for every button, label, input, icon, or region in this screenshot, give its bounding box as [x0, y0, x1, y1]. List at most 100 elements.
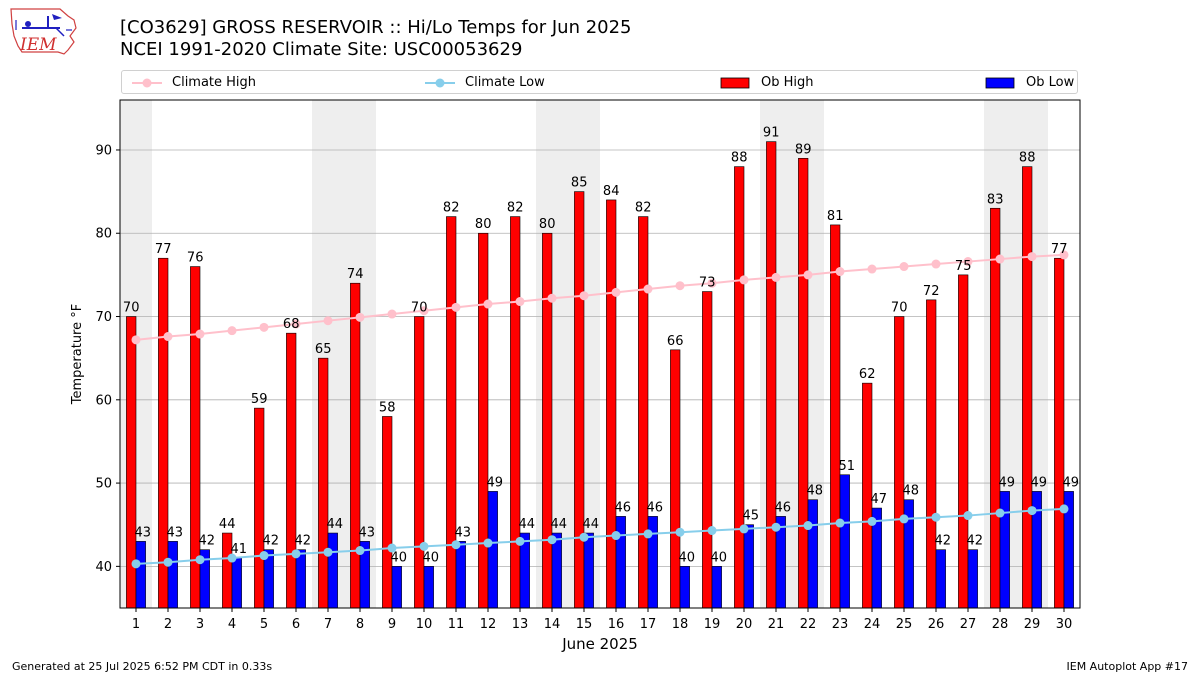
ob-low-label: 49 — [487, 475, 504, 490]
ob-low-bar — [711, 566, 722, 609]
ob-low-label: 40 — [711, 550, 728, 565]
y-tick-label: 90 — [95, 143, 112, 158]
ob-high-label: 68 — [283, 317, 300, 332]
x-tick-label: 13 — [512, 617, 529, 632]
ob-low-label: 40 — [423, 550, 440, 565]
ob-low-bar — [935, 549, 946, 609]
ob-high-bar — [478, 232, 489, 609]
ob-low-bar — [487, 491, 498, 609]
climate-low-point — [995, 508, 1005, 518]
ob-high-label: 70 — [411, 301, 428, 316]
climate-high-point — [451, 302, 461, 312]
climate-high-point — [579, 291, 589, 301]
climate-low-point — [227, 553, 237, 563]
climate-high-point — [899, 262, 909, 272]
climate-low-point — [931, 512, 941, 522]
ob-high-bar — [318, 357, 329, 609]
ob-high-label: 77 — [155, 242, 172, 257]
y-tick-label: 50 — [95, 477, 112, 492]
ob-high-bar — [894, 316, 905, 609]
climate-low-point — [387, 543, 397, 553]
legend-label-climate-high: Climate High — [172, 75, 257, 90]
climate-low-point — [451, 540, 461, 550]
ob-low-bar — [551, 532, 562, 609]
climate-high-point — [835, 267, 845, 277]
climate-low-point — [611, 531, 621, 541]
x-tick-label: 19 — [704, 617, 721, 632]
ob-low-bar — [839, 474, 850, 609]
ob-high-label: 82 — [507, 201, 524, 216]
ob-high-label: 73 — [699, 276, 716, 291]
ob-high-label: 88 — [731, 151, 748, 166]
climate-high-point — [771, 272, 781, 282]
ob-low-label: 43 — [135, 525, 152, 540]
ob-high-bar — [606, 199, 617, 609]
ob-high-label: 82 — [635, 201, 652, 216]
climate-high-point — [131, 335, 141, 345]
x-axis-label: June 2025 — [561, 635, 638, 653]
ob-high-label: 70 — [123, 301, 140, 316]
ob-low-bar — [679, 566, 690, 609]
ob-low-label: 46 — [615, 500, 632, 515]
climate-high-point — [707, 278, 717, 288]
x-tick-label: 4 — [228, 617, 236, 632]
climate-high-point — [291, 319, 301, 329]
ob-low-bar — [583, 532, 594, 609]
x-tick-label: 16 — [608, 617, 625, 632]
climate-high-point — [643, 284, 653, 294]
ob-low-label: 45 — [743, 509, 760, 524]
ob-low-bar — [327, 532, 338, 609]
footer-generated: Generated at 25 Jul 2025 6:52 PM CDT in … — [12, 660, 273, 673]
climate-low-point — [547, 535, 557, 545]
ob-low-label: 44 — [519, 517, 536, 532]
climate-low-point — [163, 557, 173, 567]
ob-low-bar — [391, 566, 402, 609]
ob-high-bar — [446, 216, 457, 609]
climate-low-point — [195, 555, 205, 565]
ob-high-label: 84 — [603, 184, 620, 199]
ob-low-label: 49 — [999, 475, 1016, 490]
climate-high-point — [963, 257, 973, 267]
climate-low-point — [1027, 506, 1037, 516]
ob-low-bar — [743, 524, 754, 609]
ob-low-label: 51 — [839, 459, 856, 474]
climate-low-point — [131, 559, 141, 569]
climate-high-point — [995, 254, 1005, 264]
footer-app-id: IEM Autoplot App #17 — [1066, 660, 1189, 673]
ob-low-label: 40 — [391, 550, 408, 565]
ob-low-bar — [135, 541, 146, 609]
ob-low-label: 44 — [583, 517, 600, 532]
climate-low-point — [899, 514, 909, 524]
y-tick-label: 40 — [95, 560, 112, 575]
ob-low-label: 43 — [167, 525, 184, 540]
climate-low-point — [419, 541, 429, 551]
ob-high-label: 89 — [795, 142, 812, 157]
ob-high-label: 80 — [475, 217, 492, 232]
climate-low-point — [259, 551, 269, 561]
climate-low-point — [803, 521, 813, 531]
ob-high-label: 70 — [891, 301, 908, 316]
climate-high-point — [867, 264, 877, 274]
ob-high-label: 82 — [443, 201, 460, 216]
x-tick-label: 27 — [960, 617, 977, 632]
ob-low-label: 41 — [231, 542, 248, 557]
y-tick-label: 70 — [95, 310, 112, 325]
ob-low-bar — [231, 557, 242, 609]
climate-low-point — [323, 547, 333, 557]
x-tick-label: 30 — [1056, 617, 1073, 632]
climate-low-point — [739, 524, 749, 534]
ob-low-label: 44 — [551, 517, 568, 532]
ob-high-bar — [670, 349, 681, 609]
legend-label-ob-high: Ob High — [761, 75, 814, 90]
ob-high-bar — [830, 224, 841, 609]
climate-high-point — [323, 316, 333, 326]
climate-low-point — [291, 549, 301, 559]
ob-high-label: 44 — [219, 517, 236, 532]
climate-low-point — [675, 527, 685, 537]
climate-high-point — [259, 322, 269, 332]
legend-label-ob-low: Ob Low — [1026, 75, 1075, 90]
climate-high-point — [611, 287, 621, 297]
climate-high-point — [547, 293, 557, 303]
x-tick-label: 26 — [928, 617, 945, 632]
ob-high-bar — [734, 166, 745, 609]
